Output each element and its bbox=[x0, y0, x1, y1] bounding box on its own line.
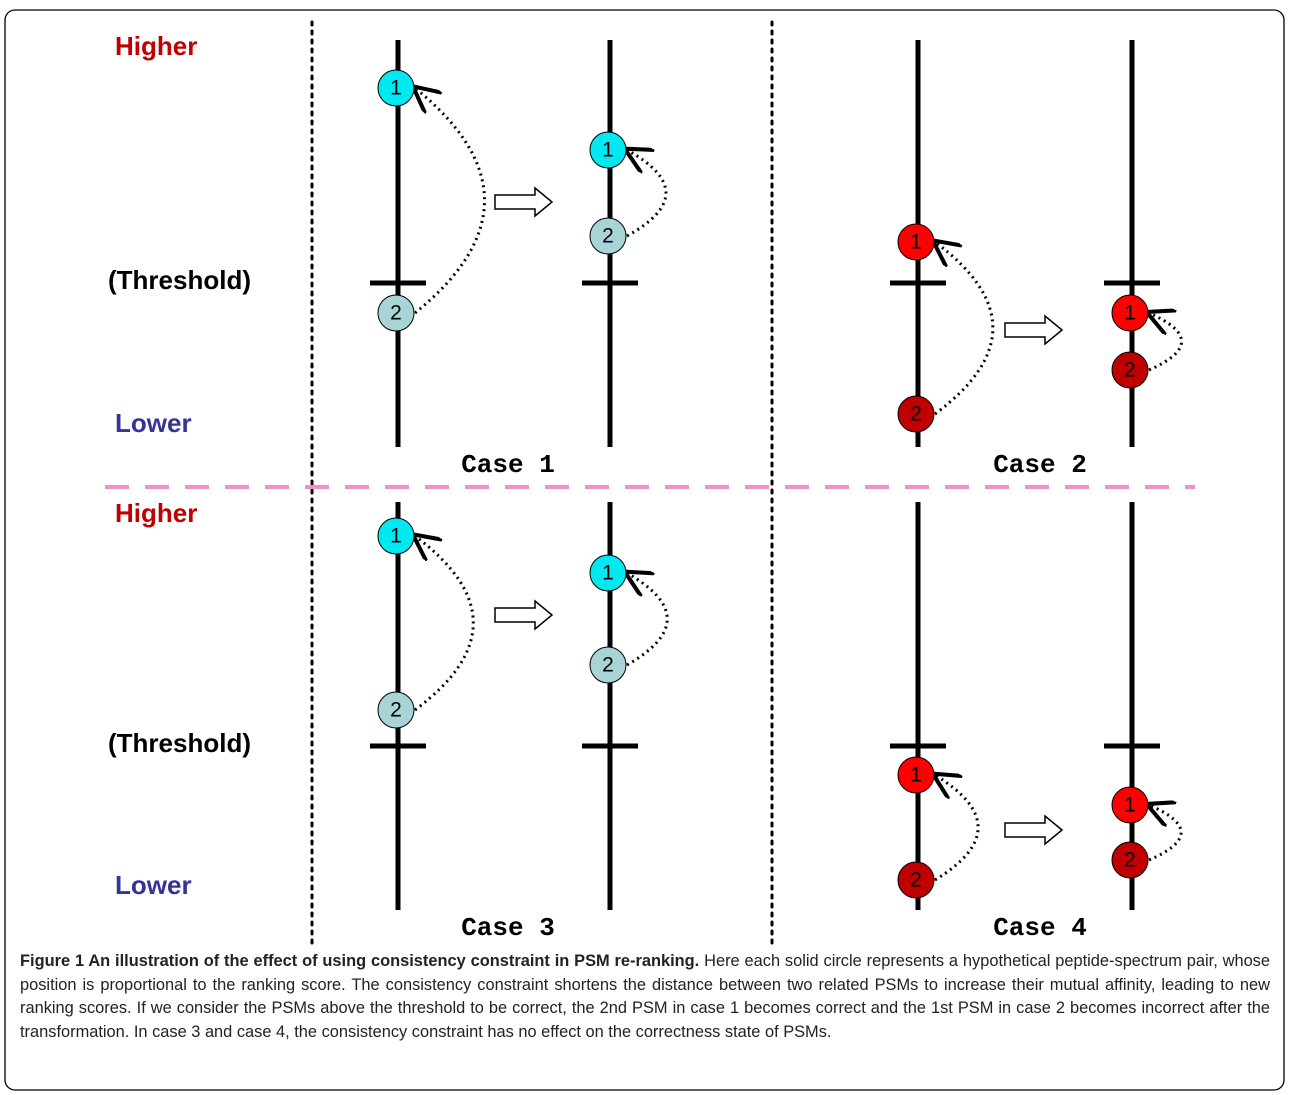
psm-rank: 1 bbox=[390, 77, 402, 100]
psm-rank: 2 bbox=[602, 225, 614, 248]
transform-arrow bbox=[1004, 314, 1064, 346]
psm-rank: 1 bbox=[1124, 794, 1136, 817]
higher-label: Higher bbox=[115, 498, 197, 528]
affinity-arrow bbox=[415, 536, 475, 712]
psm-rank: 2 bbox=[390, 302, 402, 325]
psm-circle bbox=[377, 294, 415, 332]
transform-arrow bbox=[1004, 814, 1064, 846]
psm-rank: 2 bbox=[390, 699, 402, 722]
threshold-label: (Threshold) bbox=[108, 728, 251, 758]
affinity-arrow bbox=[935, 775, 980, 882]
psm-circle bbox=[897, 395, 935, 433]
case-label: Case 3 bbox=[461, 913, 555, 943]
psm-circle bbox=[1111, 294, 1149, 332]
psm-rank: 2 bbox=[602, 654, 614, 677]
psm-circle bbox=[589, 646, 627, 684]
caption-text: Here each solid circle represents a hypo… bbox=[20, 952, 1270, 1041]
psm-rank: 1 bbox=[602, 562, 614, 585]
affinity-arrow bbox=[627, 150, 668, 238]
psm-circle bbox=[589, 131, 627, 169]
caption-title: Figure 1 An illustration of the effect o… bbox=[20, 952, 700, 970]
psm-circle bbox=[897, 223, 935, 261]
caption: Figure 1 An illustration of the effect o… bbox=[20, 950, 1270, 1044]
lower-label: Lower bbox=[115, 408, 192, 438]
psm-circle bbox=[589, 554, 627, 592]
psm-rank: 1 bbox=[1124, 302, 1136, 325]
psm-rank: 2 bbox=[1124, 849, 1136, 872]
psm-circle bbox=[377, 69, 415, 107]
frame bbox=[4, 9, 1285, 1091]
psm-circle bbox=[897, 861, 935, 899]
transform-arrow bbox=[494, 599, 554, 631]
psm-rank: 1 bbox=[390, 525, 402, 548]
case-label: Case 4 bbox=[993, 913, 1087, 943]
case-label: Case 1 bbox=[461, 450, 555, 480]
transform-arrow bbox=[494, 186, 554, 218]
lower-label: Lower bbox=[115, 870, 192, 900]
psm-rank: 1 bbox=[910, 231, 922, 254]
case-label: Case 2 bbox=[993, 450, 1087, 480]
psm-circle bbox=[1111, 786, 1149, 824]
psm-circle bbox=[1111, 841, 1149, 879]
psm-circle bbox=[377, 517, 415, 555]
psm-rank: 1 bbox=[910, 764, 922, 787]
affinity-arrow bbox=[415, 88, 486, 315]
psm-rank: 2 bbox=[910, 869, 922, 892]
affinity-arrow bbox=[935, 242, 995, 416]
psm-rank: 2 bbox=[1124, 359, 1136, 382]
threshold-label: (Threshold) bbox=[108, 265, 251, 295]
psm-circle bbox=[589, 217, 627, 255]
psm-rank: 1 bbox=[602, 139, 614, 162]
affinity-arrow bbox=[1149, 805, 1183, 862]
psm-rank: 2 bbox=[910, 403, 922, 426]
affinity-arrow bbox=[627, 573, 669, 667]
higher-label: Higher bbox=[115, 31, 197, 61]
affinity-arrow bbox=[1149, 313, 1183, 372]
psm-circle bbox=[897, 756, 935, 794]
psm-circle bbox=[1111, 351, 1149, 389]
psm-circle bbox=[377, 691, 415, 729]
